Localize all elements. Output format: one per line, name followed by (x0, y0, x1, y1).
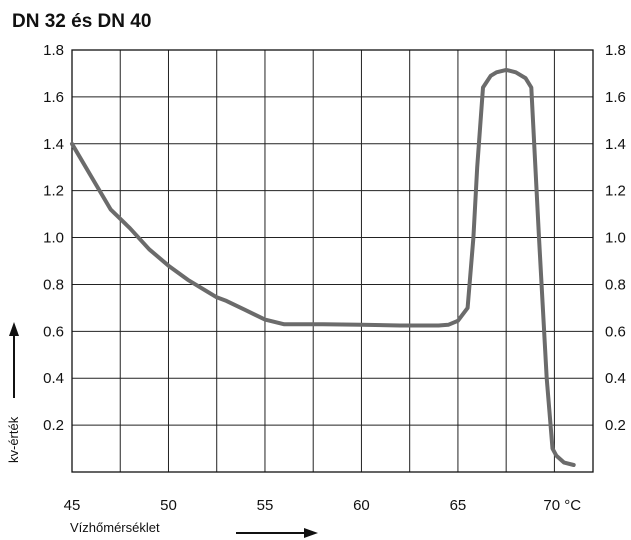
y-tick-label-right: 1.2 (605, 183, 626, 200)
y-tick-label-left: 0.8 (43, 276, 64, 293)
y-tick-label-right: 1.4 (605, 136, 626, 153)
y-tick-label-right: 0.4 (605, 370, 626, 387)
chart-title: DN 32 és DN 40 (12, 11, 151, 32)
y-tick-label-right: 0.6 (605, 323, 626, 340)
y-tick-labels-right: 0.2 0.4 0.6 0.8 1.0 1.2 1.4 1.6 1.8 (605, 42, 626, 434)
x-axis-arrow-head (304, 528, 318, 538)
x-axis-label: Vízhőmérséklet (70, 520, 160, 535)
y-axis-arrow-head (9, 322, 19, 336)
y-tick-label-left: 0.4 (43, 370, 64, 387)
y-tick-labels-left: 0.2 0.4 0.6 0.8 1.0 1.2 1.4 1.6 1.8 (43, 42, 64, 434)
y-tick-label-right: 1.0 (605, 230, 626, 247)
y-tick-label-left: 1.0 (43, 230, 64, 247)
y-tick-label-left: 1.8 (43, 42, 64, 59)
y-tick-label-left: 1.2 (43, 183, 64, 200)
x-tick-labels: 45 50 55 60 65 70 °C (64, 497, 582, 514)
y-tick-label-right: 1.6 (605, 89, 626, 106)
y-tick-label-left: 1.6 (43, 89, 64, 106)
y-tick-label-left: 1.4 (43, 136, 64, 153)
series-line (70, 67, 576, 467)
y-tick-label-left: 0.2 (43, 417, 64, 434)
y-tick-label-left: 0.6 (43, 323, 64, 340)
x-axis-label-group: Vízhőmérséklet (70, 520, 318, 538)
x-tick-label: 55 (257, 497, 274, 514)
y-tick-label-right: 0.2 (605, 417, 626, 434)
x-tick-label: 60 (353, 497, 370, 514)
plot-frame (71, 49, 594, 473)
y-tick-label-right: 0.8 (605, 276, 626, 293)
y-axis-label: kv-érték (6, 416, 21, 463)
x-tick-label: 50 (160, 497, 177, 514)
y-tick-label-right: 1.8 (605, 42, 626, 59)
x-tick-label: 45 (64, 497, 81, 514)
grid (72, 50, 593, 472)
y-axis-label-group: kv-érték (6, 322, 21, 463)
x-tick-label: 65 (450, 497, 467, 514)
x-tick-label: 70 °C (543, 497, 581, 514)
